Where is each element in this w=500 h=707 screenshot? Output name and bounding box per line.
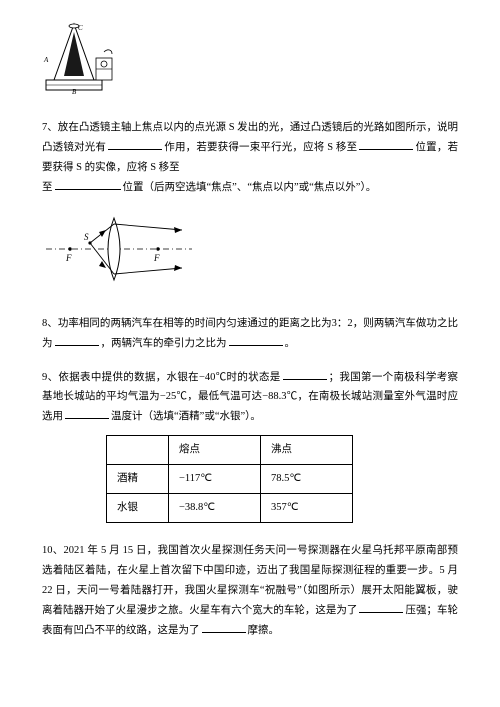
cell: 357℃ xyxy=(261,494,353,523)
cell: −117℃ xyxy=(169,465,261,494)
th-melting: 熔点 xyxy=(169,436,261,465)
q9-blank-2 xyxy=(65,408,109,419)
q8-blank-2 xyxy=(229,335,283,346)
svg-text:A: A xyxy=(43,56,49,64)
q8-t2: ，两辆汽车的牵引力之比为 xyxy=(101,338,227,349)
table-header-row: 熔点 沸点 xyxy=(107,436,353,465)
q7-t4: 位置（后两空选填“焦点”、“焦点以内”或“焦点以外”）。 xyxy=(123,182,377,193)
q9-t3: 温度计（选填“酒精”或“水银”）。 xyxy=(111,411,261,422)
q8-text: 8、功率相同的两辆汽车在相等的时间内匀速通过的距离之比为3：2，则两辆汽车做功之… xyxy=(42,314,458,354)
q10-blank-2 xyxy=(202,622,246,633)
cell: 78.5℃ xyxy=(261,465,353,494)
q9-table: 熔点 沸点 酒精 −117℃ 78.5℃ 水银 −38.8℃ 357℃ xyxy=(106,435,353,523)
q10-num: 10、 xyxy=(42,545,63,556)
cell: −38.8℃ xyxy=(169,494,261,523)
cone-device-figure: A C B xyxy=(42,18,126,96)
q7-blank-3 xyxy=(55,179,121,190)
th-boiling: 沸点 xyxy=(261,436,353,465)
q7-figure-top: A C B xyxy=(42,18,458,104)
svg-text:C: C xyxy=(78,24,83,32)
lens-ray-figure: F F S xyxy=(44,210,194,288)
q10-text: 10、2021 年 5 月 15 日，我国首次火星探测任务天问一号探测器在火星乌… xyxy=(42,541,458,641)
q7-blank-1 xyxy=(108,139,162,150)
q8-num: 8、 xyxy=(42,318,58,329)
th-blank xyxy=(107,436,169,465)
svg-text:F: F xyxy=(153,253,160,263)
q7-figure-lens: F F S xyxy=(44,210,458,296)
svg-text:S: S xyxy=(84,232,89,242)
q9-num: 9、 xyxy=(42,372,58,383)
svg-text:B: B xyxy=(72,88,77,96)
table-row: 水银 −38.8℃ 357℃ xyxy=(107,494,353,523)
svg-text:F: F xyxy=(65,253,72,263)
cell: 酒精 xyxy=(107,465,169,494)
q8-blank-1 xyxy=(55,335,99,346)
q9-t1: 依据表中提供的数据，水银在−40℃时的状态是 xyxy=(58,372,280,383)
q10-blank-1 xyxy=(359,602,403,613)
q9-text: 9、依据表中提供的数据，水银在−40℃时的状态是；我国第一个南极科学考察基地长城… xyxy=(42,368,458,428)
q7-num: 7、 xyxy=(42,122,58,133)
table-row: 酒精 −117℃ 78.5℃ xyxy=(107,465,353,494)
q7-t2: 作用，若要获得一束平行光，应将 S 移至 xyxy=(164,142,357,153)
q10-t3: 摩擦。 xyxy=(248,625,280,636)
q8-t3: 。 xyxy=(285,338,296,349)
cell: 水银 xyxy=(107,494,169,523)
page: A C B 7、放在凸透镜主轴上焦点以内的点光源 S 发出的光，通过凸透镜后的光… xyxy=(0,0,500,667)
q9-blank-1 xyxy=(283,368,327,379)
q7-blank-2 xyxy=(359,139,413,150)
q7-text: 7、放在凸透镜主轴上焦点以内的点光源 S 发出的光，通过凸透镜后的光路如图所示，… xyxy=(42,118,458,198)
